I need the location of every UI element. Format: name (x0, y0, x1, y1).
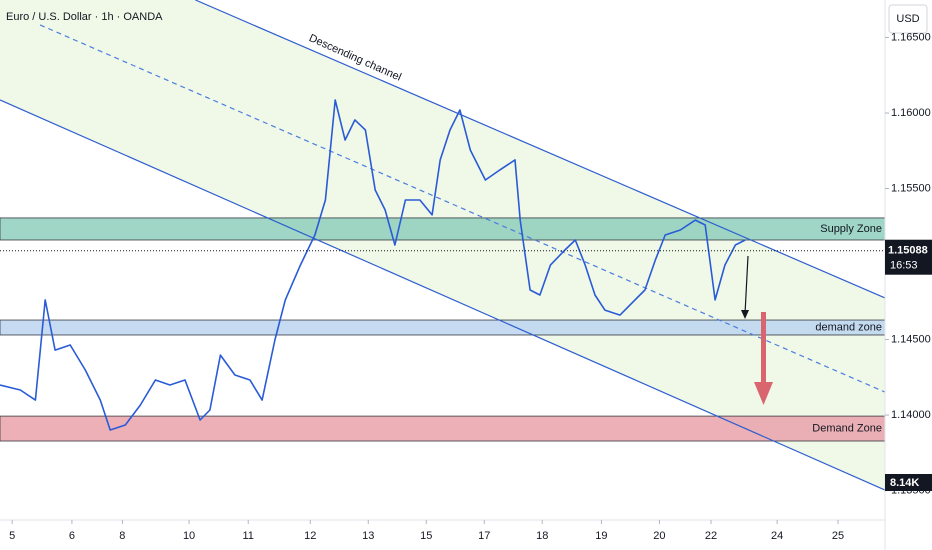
zone-label: Demand Zone (812, 422, 882, 434)
x-tick-label: 17 (478, 530, 490, 542)
y-tick-label: 1.14000 (891, 409, 931, 421)
x-tick-label: 8 (119, 530, 125, 542)
volume-label: 8.14K (890, 477, 919, 489)
zone (0, 415, 886, 442)
x-tick-label: 25 (832, 530, 844, 542)
countdown: 16:53 (890, 260, 918, 272)
x-tick-label: 10 (183, 530, 195, 542)
y-tick-label: 1.14500 (891, 333, 931, 345)
zone-label: Supply Zone (820, 223, 882, 235)
currency: USD (896, 13, 919, 25)
x-tick-label: 19 (595, 530, 607, 542)
arrow-red (761, 312, 766, 384)
chart-title: Euro / U.S. Dollar · 1h · OANDA (6, 11, 163, 23)
x-tick-label: 24 (771, 530, 783, 542)
x-tick-label: 13 (362, 530, 374, 542)
arrow-black (744, 255, 749, 315)
x-tick-label: 12 (304, 530, 316, 542)
x-tick-label: 5 (9, 530, 15, 542)
last-price-label: 1.15088 (888, 245, 928, 257)
channel-line (0, 99, 886, 491)
x-tick-label: 18 (536, 530, 548, 542)
channel-line (39, 24, 886, 393)
x-tick-label: 20 (653, 530, 665, 542)
x-tick-label: 15 (420, 530, 432, 542)
channel-line (195, 0, 886, 299)
y-tick-label: 1.16000 (891, 107, 931, 119)
zone-label: demand zone (815, 321, 882, 333)
zone (0, 217, 886, 241)
zone (0, 319, 886, 336)
last-price-box (885, 239, 932, 275)
currency-box[interactable] (888, 4, 928, 34)
x-tick-label: 6 (69, 530, 75, 542)
arrow-head (741, 310, 749, 319)
channel-fill (0, 0, 885, 491)
y-tick-label: 1.16500 (891, 31, 931, 43)
volume-box (885, 474, 932, 491)
x-tick-label: 22 (705, 530, 717, 542)
x-tick-label: 11 (243, 530, 254, 542)
plot-area: Supply Zone demand zone Demand Zone (0, 0, 886, 491)
arrow-red-head (754, 382, 773, 405)
price-line (0, 99, 746, 431)
y-tick-label: 1.15500 (891, 182, 931, 194)
